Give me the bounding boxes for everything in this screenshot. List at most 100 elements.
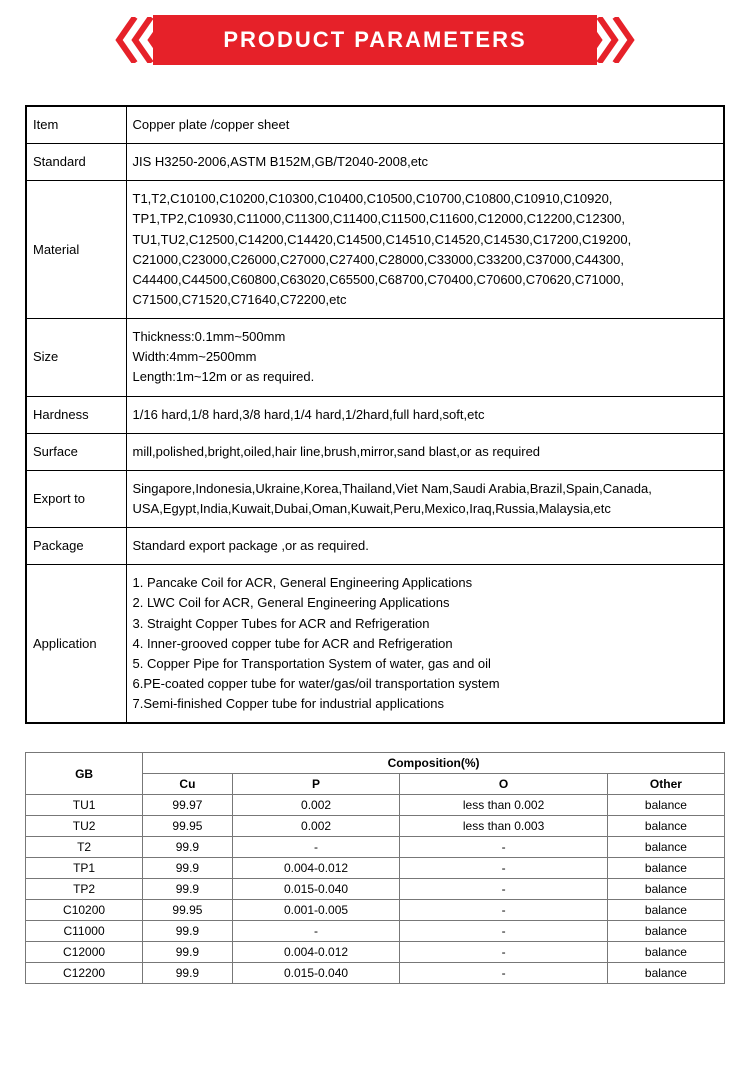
table-row: Application 1. Pancake Coil for ACR, Gene… xyxy=(26,565,724,723)
comp-cell: balance xyxy=(607,816,724,837)
comp-cell: less than 0.002 xyxy=(400,795,607,816)
comp-cell: 99.9 xyxy=(143,858,233,879)
comp-cell: 99.95 xyxy=(143,816,233,837)
comp-cell: balance xyxy=(607,837,724,858)
comp-cell: C10200 xyxy=(26,900,143,921)
spec-value: Singapore,Indonesia,Ukraine,Korea,Thaila… xyxy=(126,470,724,527)
table-row: Export toSingapore,Indonesia,Ukraine,Kor… xyxy=(26,470,724,527)
table-row: Hardness1/16 hard,1/8 hard,3/8 hard,1/4 … xyxy=(26,396,724,433)
comp-cell: 99.9 xyxy=(143,837,233,858)
comp-cell: TP1 xyxy=(26,858,143,879)
comp-cell: 99.9 xyxy=(143,942,233,963)
chevron-left-icon xyxy=(113,15,173,65)
comp-cell: 0.004-0.012 xyxy=(232,942,400,963)
comp-cell: TU2 xyxy=(26,816,143,837)
spec-value-line: Length:1m~12m or as required. xyxy=(133,367,718,387)
comp-header-gb: GB xyxy=(26,753,143,795)
spec-value-line: 6.PE-coated copper tube for water/gas/oi… xyxy=(133,674,718,694)
table-row: SizeThickness:0.1mm~500mmWidth:4mm~2500m… xyxy=(26,319,724,396)
table-row: TP199.90.004-0.012-balance xyxy=(26,858,725,879)
spec-label: Surface xyxy=(26,433,126,470)
spec-value: 1. Pancake Coil for ACR, General Enginee… xyxy=(126,565,724,723)
chevron-right-icon xyxy=(577,15,637,65)
spec-value: JIS H3250-2006,ASTM B152M,GB/T2040-2008,… xyxy=(126,144,724,181)
spec-value: Standard export package ,or as required. xyxy=(126,528,724,565)
comp-column-header: Cu xyxy=(143,774,233,795)
banner-wrap: PRODUCT PARAMETERS xyxy=(0,0,750,105)
table-row: TU199.970.002less than 0.002balance xyxy=(26,795,725,816)
spec-value-line: 4. Inner-grooved copper tube for ACR and… xyxy=(133,634,718,654)
comp-cell: - xyxy=(400,879,607,900)
spec-label: Standard xyxy=(26,144,126,181)
comp-cell: TP2 xyxy=(26,879,143,900)
spec-label: Item xyxy=(26,106,126,144)
comp-cell: 0.001-0.005 xyxy=(232,900,400,921)
comp-cell: 0.015-0.040 xyxy=(232,963,400,984)
comp-cell: - xyxy=(400,837,607,858)
comp-cell: balance xyxy=(607,858,724,879)
table-row: C1200099.90.004-0.012-balance xyxy=(26,942,725,963)
comp-cell: balance xyxy=(607,900,724,921)
comp-cell: - xyxy=(400,858,607,879)
spec-value-line: 5. Copper Pipe for Transportation System… xyxy=(133,654,718,674)
table-row: T299.9--balance xyxy=(26,837,725,858)
spec-label: Application xyxy=(26,565,126,723)
spec-value: Thickness:0.1mm~500mmWidth:4mm~2500mmLen… xyxy=(126,319,724,396)
comp-cell: balance xyxy=(607,795,724,816)
spec-value: 1/16 hard,1/8 hard,3/8 hard,1/4 hard,1/2… xyxy=(126,396,724,433)
table-row: MaterialT1,T2,C10100,C10200,C10300,C1040… xyxy=(26,181,724,319)
spec-label: Export to xyxy=(26,470,126,527)
comp-cell: 99.95 xyxy=(143,900,233,921)
comp-column-header: O xyxy=(400,774,607,795)
comp-cell: T2 xyxy=(26,837,143,858)
spec-value-line: Width:4mm~2500mm xyxy=(133,347,718,367)
spec-label: Package xyxy=(26,528,126,565)
spec-value: Copper plate /copper sheet xyxy=(126,106,724,144)
spec-label: Hardness xyxy=(26,396,126,433)
table-row: Surfacemill,polished,bright,oiled,hair l… xyxy=(26,433,724,470)
table-row: StandardJIS H3250-2006,ASTM B152M,GB/T20… xyxy=(26,144,724,181)
table-row: PackageStandard export package ,or as re… xyxy=(26,528,724,565)
comp-cell: - xyxy=(400,921,607,942)
comp-cell: - xyxy=(400,963,607,984)
comp-cell: C12000 xyxy=(26,942,143,963)
table-row: C1220099.90.015-0.040-balance xyxy=(26,963,725,984)
comp-cell: - xyxy=(400,942,607,963)
content: ItemCopper plate /copper sheetStandardJI… xyxy=(0,105,750,1009)
spec-value-line: 7.Semi-finished Copper tube for industri… xyxy=(133,694,718,714)
comp-cell: 0.015-0.040 xyxy=(232,879,400,900)
table-row: ItemCopper plate /copper sheet xyxy=(26,106,724,144)
spec-value-line: 2. LWC Coil for ACR, General Engineering… xyxy=(133,593,718,613)
comp-cell: 0.004-0.012 xyxy=(232,858,400,879)
composition-table: GB Composition(%) CuPOOther TU199.970.00… xyxy=(25,752,725,984)
table-row: TP299.90.015-0.040-balance xyxy=(26,879,725,900)
spec-table: ItemCopper plate /copper sheetStandardJI… xyxy=(25,105,725,724)
comp-cell: - xyxy=(232,837,400,858)
comp-cell: less than 0.003 xyxy=(400,816,607,837)
table-row: C1020099.950.001-0.005-balance xyxy=(26,900,725,921)
comp-cell: 0.002 xyxy=(232,795,400,816)
comp-cell: balance xyxy=(607,879,724,900)
banner-title: PRODUCT PARAMETERS xyxy=(223,27,526,52)
comp-cell: - xyxy=(400,900,607,921)
spec-value: mill,polished,bright,oiled,hair line,bru… xyxy=(126,433,724,470)
comp-cell: TU1 xyxy=(26,795,143,816)
comp-cell: 99.9 xyxy=(143,921,233,942)
comp-column-header: P xyxy=(232,774,400,795)
comp-cell: 99.97 xyxy=(143,795,233,816)
spec-label: Size xyxy=(26,319,126,396)
spec-value-line: 1. Pancake Coil for ACR, General Enginee… xyxy=(133,573,718,593)
comp-cell: 99.9 xyxy=(143,879,233,900)
spec-value-line: 3. Straight Copper Tubes for ACR and Ref… xyxy=(133,614,718,634)
comp-cell: C11000 xyxy=(26,921,143,942)
comp-cell: - xyxy=(232,921,400,942)
comp-column-header: Other xyxy=(607,774,724,795)
spec-value-line: Thickness:0.1mm~500mm xyxy=(133,327,718,347)
table-row: C1100099.9--balance xyxy=(26,921,725,942)
comp-cell: C12200 xyxy=(26,963,143,984)
spec-value: T1,T2,C10100,C10200,C10300,C10400,C10500… xyxy=(126,181,724,319)
table-row: TU299.950.002less than 0.003balance xyxy=(26,816,725,837)
comp-cell: balance xyxy=(607,921,724,942)
banner: PRODUCT PARAMETERS xyxy=(153,15,596,65)
comp-cell: balance xyxy=(607,942,724,963)
